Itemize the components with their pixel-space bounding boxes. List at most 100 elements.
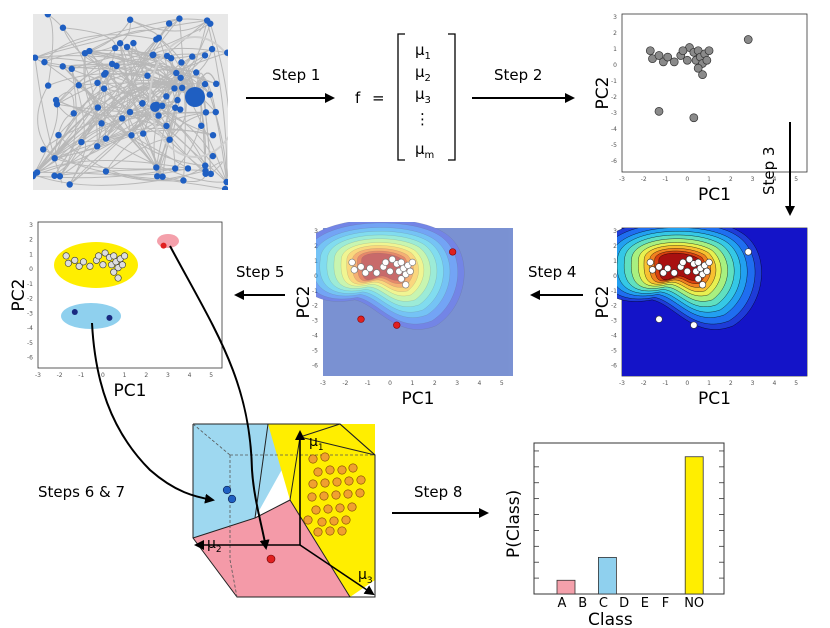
network-node xyxy=(128,132,135,139)
network-node xyxy=(140,130,147,137)
network-node xyxy=(33,169,41,176)
x-axis-label: PC1 xyxy=(698,185,731,205)
network-edge xyxy=(33,88,175,176)
y-tick-label: -1 xyxy=(27,281,33,288)
network-edge xyxy=(105,138,227,183)
mu2-label: μ2 xyxy=(207,536,222,555)
steps-6-7-label: Steps 6 & 7 xyxy=(38,483,125,501)
no-class-point xyxy=(348,463,358,473)
x-tick-label: -3 xyxy=(619,176,625,183)
network-node xyxy=(108,60,116,68)
network-edge xyxy=(36,77,181,173)
x-tick-label: 3 xyxy=(751,176,755,183)
mu1-label: μ1 xyxy=(309,434,324,453)
class-a-point xyxy=(266,554,276,564)
pca-point xyxy=(704,46,714,56)
network-node xyxy=(159,102,166,110)
network-node xyxy=(163,122,170,130)
network-node xyxy=(51,172,58,179)
network-edge xyxy=(42,148,189,176)
x-tick-label: 5 xyxy=(500,380,504,387)
cluster-point xyxy=(106,314,113,321)
kde-point xyxy=(381,258,390,266)
cluster-point xyxy=(110,268,118,276)
network-node xyxy=(159,173,166,180)
cluster-point xyxy=(110,252,118,260)
pca-point xyxy=(669,57,679,67)
network-node xyxy=(221,185,228,190)
chart-y-axis-label: P(Class) xyxy=(504,490,524,558)
no-class-point xyxy=(311,505,321,515)
network-edge xyxy=(54,107,176,159)
kde-point xyxy=(683,267,691,275)
x-tick-label: -2 xyxy=(57,372,63,379)
pca-point xyxy=(645,46,655,56)
y-tick-label: 1 xyxy=(613,258,617,265)
network-node xyxy=(150,102,160,112)
kde-outlier-point xyxy=(744,248,752,256)
network-node xyxy=(150,51,157,58)
y-tick-label: -3 xyxy=(27,310,33,317)
class-c-cluster xyxy=(61,303,121,329)
network-node xyxy=(59,24,67,31)
network-node xyxy=(94,104,102,111)
step-5-label: Step 5 xyxy=(236,263,284,281)
no-class-point xyxy=(325,526,335,536)
network-edge xyxy=(34,18,180,59)
kde-outlier-point xyxy=(449,248,457,256)
kde-point xyxy=(655,263,663,271)
y-tick-label: -1 xyxy=(611,78,617,85)
no-class-point xyxy=(356,475,366,485)
plot-frame xyxy=(621,13,808,173)
network-node xyxy=(66,181,73,188)
network-edge xyxy=(62,66,157,168)
cluster-point xyxy=(121,252,129,260)
kde-outlier-point xyxy=(357,315,365,323)
class-probability-chart: A B C D E F NO Class P(Class) xyxy=(504,442,725,628)
network-edge xyxy=(33,173,34,177)
network-node xyxy=(224,49,228,56)
mu3-axis xyxy=(299,544,375,596)
network-node xyxy=(206,91,213,98)
network-node xyxy=(51,154,58,162)
x-tick-label: 3 xyxy=(751,380,755,387)
network-node xyxy=(184,165,192,172)
y-tick-label: -3 xyxy=(611,318,617,325)
x-tick-label: 3 xyxy=(166,372,170,379)
y-tick-label: -3 xyxy=(611,110,617,117)
network-node xyxy=(180,177,187,184)
kde-point xyxy=(694,258,702,266)
network-node xyxy=(102,135,110,142)
class-a-cluster xyxy=(157,234,179,248)
network-node xyxy=(33,54,39,61)
x-axis-label: PC1 xyxy=(114,381,147,401)
y-tick-label: -1 xyxy=(312,288,318,295)
x-tick-label-no: NO xyxy=(684,596,704,611)
network-node xyxy=(201,80,209,88)
y-tick-label: -2 xyxy=(312,303,318,310)
pca-point xyxy=(698,70,707,79)
y-tick-label: 2 xyxy=(613,30,617,37)
cluster-point xyxy=(101,249,109,257)
bar-c xyxy=(598,556,617,595)
kde-point xyxy=(348,258,356,266)
network-node xyxy=(118,115,126,122)
y-tick-label: 3 xyxy=(613,228,617,235)
kde-outlier-point xyxy=(690,321,698,329)
network-edge xyxy=(126,46,196,98)
network-edge xyxy=(59,111,131,177)
pca-point xyxy=(654,51,664,60)
kde-point xyxy=(705,258,713,266)
network-edge xyxy=(55,91,75,114)
network-node xyxy=(68,65,75,73)
no-class-point xyxy=(344,476,354,486)
plot-frame xyxy=(37,221,223,369)
y-tick-label: -4 xyxy=(611,126,617,133)
kde-point xyxy=(670,269,678,277)
network-edge xyxy=(62,27,148,77)
feature-symbol: f xyxy=(355,89,361,107)
no-class-point xyxy=(337,465,347,475)
no-class-point xyxy=(317,517,327,527)
network-edge xyxy=(47,14,98,147)
